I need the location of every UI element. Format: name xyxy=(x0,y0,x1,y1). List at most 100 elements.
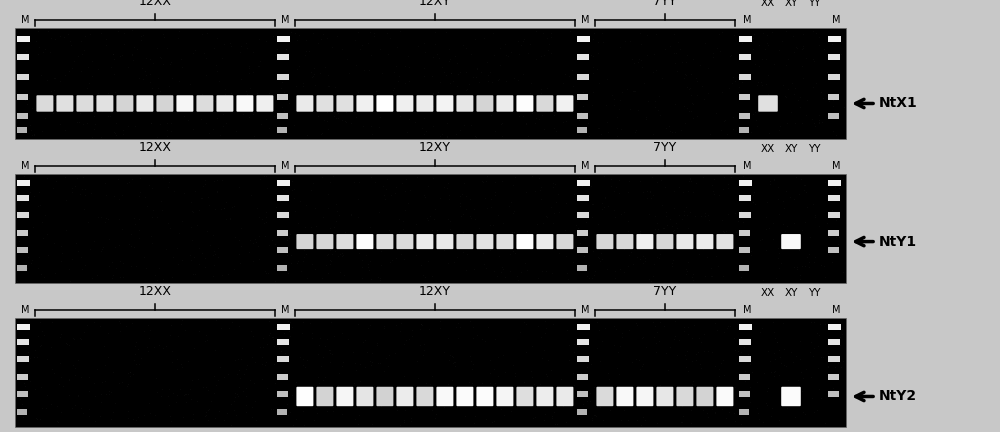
Point xyxy=(766,60,782,67)
Point xyxy=(735,218,751,225)
Point xyxy=(745,191,761,198)
Point xyxy=(17,323,33,330)
Point xyxy=(185,410,201,417)
Point xyxy=(361,266,377,273)
Point xyxy=(89,94,105,101)
Point xyxy=(700,90,716,97)
Point xyxy=(345,349,361,356)
Point xyxy=(507,250,523,257)
Point xyxy=(84,133,100,140)
Point xyxy=(314,174,330,181)
Point xyxy=(557,226,573,233)
Bar xyxy=(739,94,750,100)
Point xyxy=(708,110,724,117)
Point xyxy=(271,345,287,352)
Point xyxy=(807,123,823,130)
FancyBboxPatch shape xyxy=(436,95,453,112)
Point xyxy=(174,217,190,224)
Point xyxy=(156,34,172,41)
Point xyxy=(376,325,392,332)
Point xyxy=(527,119,543,126)
Point xyxy=(183,224,199,231)
Point xyxy=(342,235,358,242)
Point xyxy=(187,47,203,54)
Point xyxy=(233,75,249,82)
Point xyxy=(595,399,611,406)
Point xyxy=(706,175,722,182)
Point xyxy=(466,420,482,427)
Point xyxy=(643,277,659,284)
Point xyxy=(527,414,543,421)
Point xyxy=(545,219,561,226)
Point xyxy=(621,251,637,258)
Point xyxy=(802,233,818,240)
Point xyxy=(797,410,813,417)
Point xyxy=(317,64,333,70)
Point xyxy=(669,352,685,359)
Point xyxy=(678,271,694,278)
Point xyxy=(463,214,479,221)
Point xyxy=(756,370,772,377)
Point xyxy=(142,70,158,77)
Point xyxy=(289,65,305,72)
Point xyxy=(132,189,148,196)
Text: M: M xyxy=(743,305,751,315)
Point xyxy=(334,411,350,418)
Point xyxy=(568,222,584,229)
Text: XX: XX xyxy=(761,0,775,8)
Point xyxy=(630,107,646,114)
Point xyxy=(183,257,199,264)
Text: XY: XY xyxy=(784,144,798,154)
Point xyxy=(334,363,350,370)
Point xyxy=(719,325,735,332)
Point xyxy=(239,361,255,368)
Point xyxy=(528,28,544,35)
Bar xyxy=(17,409,27,415)
Point xyxy=(538,371,554,378)
Point xyxy=(211,407,227,414)
Point xyxy=(436,69,452,76)
FancyBboxPatch shape xyxy=(716,387,733,406)
Point xyxy=(232,375,248,382)
Point xyxy=(616,407,632,414)
Point xyxy=(685,114,701,121)
Point xyxy=(537,318,553,324)
Point xyxy=(801,258,817,265)
Point xyxy=(464,379,480,386)
Point xyxy=(486,51,502,58)
Point xyxy=(254,353,270,360)
Point xyxy=(685,100,701,107)
Point xyxy=(36,331,52,338)
Point xyxy=(494,133,510,140)
Point xyxy=(226,407,242,413)
Point xyxy=(523,368,539,375)
Point xyxy=(363,276,379,283)
Point xyxy=(136,327,152,334)
Point xyxy=(805,352,821,359)
Point xyxy=(100,216,116,223)
Point xyxy=(293,391,309,398)
Point xyxy=(164,273,180,280)
Point xyxy=(524,98,540,105)
Point xyxy=(590,124,606,131)
Bar xyxy=(739,339,751,345)
Point xyxy=(320,191,336,197)
Point xyxy=(533,97,549,104)
Point xyxy=(128,417,144,424)
Point xyxy=(465,361,481,368)
Point xyxy=(421,326,437,333)
Point xyxy=(373,262,389,269)
Point xyxy=(209,35,225,41)
Point xyxy=(709,244,725,251)
Point xyxy=(14,95,30,102)
Point xyxy=(760,41,776,48)
Point xyxy=(520,132,536,139)
Point xyxy=(628,355,644,362)
Point xyxy=(486,267,502,274)
Point xyxy=(420,96,436,103)
Point xyxy=(429,227,445,234)
Point xyxy=(559,269,575,276)
Point xyxy=(689,112,705,119)
Point xyxy=(84,57,100,64)
Point xyxy=(719,237,735,244)
